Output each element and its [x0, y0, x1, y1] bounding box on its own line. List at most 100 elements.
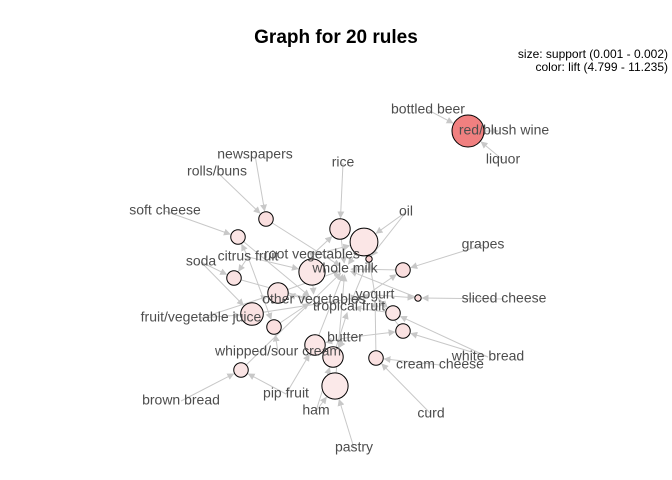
edge-rule-r10-to-whole-milk — [349, 270, 419, 299]
item-label-butter: butter — [327, 329, 363, 345]
rule-node-r2 — [258, 211, 274, 227]
edge-rule-r17-to-whole-milk — [334, 274, 348, 387]
rule-node-layer — [226, 114, 485, 400]
item-label-rolls-buns: rolls/buns — [187, 163, 247, 179]
rule-node-r18 — [233, 362, 249, 378]
item-label-layer: bottled beer red/blush wine liquor newspape… — [129, 101, 549, 455]
edge-curd-to-rule-r15 — [381, 363, 432, 415]
rule-node-r14 — [266, 319, 282, 335]
edge-oil-to-rule-r6 — [371, 211, 407, 257]
edge-fruit-vegetable-juice-to-rule-r12 — [200, 295, 269, 319]
rule-node-r3 — [230, 229, 246, 245]
edge-white-bread-to-rule-r11 — [399, 315, 489, 358]
edge-grapes-to-rule-r9 — [410, 244, 484, 270]
item-label-brown-bread: brown bread — [142, 392, 220, 408]
rule-node-r10 — [414, 294, 422, 302]
rule-node-r17 — [321, 372, 349, 400]
edge-tropical-fruit-to-rule-r9 — [348, 274, 397, 308]
item-label-whole-milk: whole milk — [311, 260, 378, 276]
edge-pip-fruit-to-rule-r18 — [247, 373, 287, 395]
edge-rice-to-rule-r4 — [337, 162, 345, 219]
edge-yogurt-to-rule-r10 — [374, 293, 415, 301]
edge-soda-to-rule-r7 — [200, 261, 228, 275]
edge-soda-to-rule-r19 — [200, 261, 244, 306]
item-label-cream-cheese: cream cheese — [396, 356, 484, 372]
edge-rule-r19-to-yogurt — [251, 293, 370, 315]
edge-rule-r18-to-whole-milk — [240, 272, 342, 371]
rule-node-r6 — [365, 255, 373, 263]
edge-ham-to-rule-r17 — [315, 396, 327, 412]
edge-citrus-fruit-to-rule-r8 — [247, 256, 299, 271]
item-label-citrus-fruit: citrus fruit — [218, 248, 279, 264]
rule-node-r4 — [329, 218, 351, 240]
edge-white-bread-to-rule-r13 — [410, 331, 489, 358]
rule-node-r13 — [395, 323, 411, 339]
item-label-yogurt: yogurt — [356, 286, 395, 302]
edge-rolls-buns-to-rule-r2 — [216, 171, 261, 214]
rule-node-r20 — [322, 346, 344, 368]
edge-liquor-to-rule-r1 — [480, 141, 504, 161]
item-label-pip-fruit: pip fruit — [263, 385, 309, 401]
item-label-white-bread: white bread — [451, 348, 524, 364]
edge-butter-to-rule-r16 — [325, 337, 346, 345]
edge-bottled-beer-to-rule-r1 — [427, 109, 454, 124]
rule-node-r5 — [349, 227, 379, 257]
edge-layer — [164, 109, 505, 449]
rule-node-r19 — [240, 302, 264, 326]
item-label-rice: rice — [332, 154, 355, 170]
item-label-tropical-fruit: tropical fruit — [313, 298, 385, 314]
legend-color: color: lift (4.799 - 11.235) — [535, 60, 668, 74]
edge-cream-cheese-to-rule-r15 — [383, 356, 441, 366]
rule-node-r1 — [451, 114, 485, 148]
rule-node-r15 — [368, 350, 384, 366]
item-label-whipped-sour-cream: whipped/sour cream — [214, 343, 341, 359]
edge-sliced-cheese-to-rule-r10 — [421, 294, 505, 302]
item-label-liquor: liquor — [486, 151, 521, 167]
edge-citrus-fruit-to-rule-r3 — [241, 243, 249, 258]
edge-other-vegetables-to-rule-r12 — [288, 292, 315, 301]
edge-root-vegetables-to-rule-r5 — [311, 243, 351, 256]
item-label-pastry: pastry — [335, 439, 373, 455]
rule-node-r12 — [267, 282, 289, 304]
item-label-newspapers: newspapers — [217, 146, 293, 162]
rule-node-r8 — [298, 258, 326, 286]
item-label-red-blush-wine: red/blush wine — [459, 122, 549, 138]
item-label-fruit-vegetable-juice: fruit/vegetable juice — [141, 309, 262, 325]
item-label-ham: ham — [302, 402, 329, 418]
item-label-sliced-cheese: sliced cheese — [462, 290, 547, 306]
edge-pastry-to-rule-r17 — [337, 398, 355, 449]
rule-node-r16 — [304, 334, 326, 356]
edge-citrus-fruit-to-rule-r14 — [247, 256, 273, 320]
graph-title: Graph for 20 rules — [254, 27, 418, 48]
edge-oil-to-rule-r5 — [375, 211, 407, 234]
edge-soft-cheese-to-rule-r3 — [164, 210, 231, 236]
item-label-curd: curd — [417, 405, 444, 421]
item-label-other-vegetables: other vegetables — [262, 291, 366, 307]
edge-butter-to-rule-r20 — [338, 337, 346, 349]
item-label-soft-cheese: soft cheese — [129, 202, 201, 218]
item-label-root-vegetables: root vegetables — [264, 246, 360, 262]
edge-brown-bread-to-rule-r18 — [180, 373, 235, 402]
legend-size: size: support (0.001 - 0.002) — [517, 47, 668, 61]
legend: size: support (0.001 - 0.002) color: lif… — [518, 48, 668, 74]
edge-rule-r15-to-yogurt — [371, 300, 379, 359]
rule-node-r9 — [395, 262, 411, 278]
edge-butter-to-rule-r13 — [344, 329, 396, 339]
edge-citrus-fruit-to-rule-r7 — [238, 256, 249, 272]
edge-fruit-vegetable-juice-to-rule-r19 — [200, 311, 241, 319]
edge-pip-fruit-to-rule-r16 — [285, 354, 310, 395]
item-label-oil: oil — [399, 203, 413, 219]
edge-rule-r2-to-whole-milk — [265, 218, 341, 267]
edge-rule-r9-to-whole-milk — [350, 265, 404, 273]
item-label-soda: soda — [186, 253, 217, 269]
edge-rule-r16-to-whole-milk — [314, 273, 344, 346]
rule-node-r7 — [226, 270, 242, 286]
edge-rule-r6-to-tropical-fruit — [350, 258, 370, 303]
rule-node-r11 — [385, 305, 401, 321]
edge-newspapers-to-rule-r2 — [254, 154, 267, 212]
item-label-grapes: grapes — [462, 236, 505, 252]
item-label-bottled-beer: bottled beer — [391, 101, 465, 117]
edge-whipped-sour-cream-to-rule-r14 — [272, 334, 280, 353]
